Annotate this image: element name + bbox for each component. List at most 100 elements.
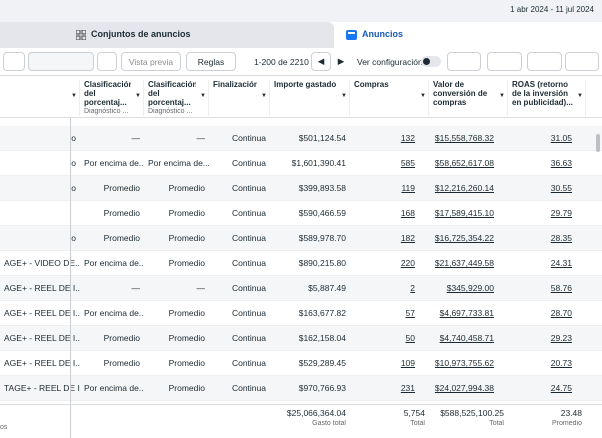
columns-button[interactable]: [447, 52, 481, 71]
column-header: Valor de conversión de compras: [429, 80, 508, 116]
table-cell: AGE+ - VIDEO DE...: [4, 258, 80, 268]
table-cell: Por encima de...: [84, 258, 144, 268]
header-title: Compras: [354, 80, 389, 89]
table-cell: Promedio: [168, 258, 205, 268]
total-caption: Gasto total: [312, 420, 346, 427]
pagination: 1-200 de 2210: [254, 57, 309, 67]
table-cell: $4,740,458.71: [439, 333, 494, 343]
table-cell: 28.35: [550, 233, 572, 243]
table-row: [0, 301, 602, 326]
column-header: Importe gastado: [270, 80, 350, 116]
table-cell: AGE+ - REEL DE I...: [4, 333, 80, 343]
header-title: ROAS (retorno de la inversión en publici…: [512, 80, 573, 107]
toggle-knob: [423, 58, 430, 65]
table-cell: Continua: [231, 158, 266, 168]
column-header: Compras: [350, 80, 429, 116]
sort-arrow: ▼: [341, 93, 347, 99]
table-cell: Promedio: [103, 208, 140, 218]
total-value: 23.48: [560, 408, 582, 418]
table-cell: Continua: [231, 183, 266, 193]
column-header: Finalización: [209, 80, 270, 116]
table-cell: 585: [400, 158, 415, 168]
scrollbar: [596, 134, 600, 152]
header-title: Clasificación del porcentaj...: [84, 80, 131, 107]
sort-arrow: ▼: [71, 93, 77, 99]
table-cell: Continua: [231, 333, 266, 343]
preview-button[interactable]: Vista previa: [121, 52, 181, 71]
icon: [346, 30, 357, 40]
table-cell: —: [131, 283, 141, 293]
table: ▼ Clasificación del porcentaj... Diagnósti…: [0, 76, 602, 438]
icon-button[interactable]: [28, 52, 94, 71]
sort-arrow: ▼: [261, 93, 267, 99]
next-button[interactable]: ▶: [331, 52, 351, 71]
table-cell: o: [71, 133, 76, 143]
table-row: [0, 226, 602, 251]
table-cell: Promedio: [103, 358, 140, 368]
icon-button[interactable]: [3, 52, 25, 71]
table-cell: 24.75: [550, 383, 572, 393]
table-cell: AGE+ - REEL DE I...: [4, 283, 80, 293]
table-row: [0, 376, 602, 401]
table-cell: $24,027,994.38: [434, 383, 494, 393]
table-cell: 58.76: [550, 283, 572, 293]
table-cell: Por encima de...: [84, 383, 144, 393]
tab-active[interactable]: Anuncios: [338, 22, 602, 48]
total-value: 5,754: [403, 408, 425, 418]
table-cell: 31.05: [550, 133, 572, 143]
table-cell: $970,766.93: [298, 383, 346, 393]
total-caption: Promedio: [552, 420, 582, 427]
table-row: [0, 326, 602, 351]
table-row: [0, 251, 602, 276]
header-subtitle: Diagnóstico ...: [148, 108, 193, 115]
header-title: Importe gastado: [274, 80, 337, 89]
table-row: [0, 151, 602, 176]
table-cell: Continua: [231, 383, 266, 393]
tab-label: Anuncios: [362, 29, 404, 39]
rules-button[interactable]: Reglas: [186, 52, 236, 71]
table-cell: 132: [400, 133, 415, 143]
toolbar: Vista previa Reglas 1-200 de 2210 ◀ ▶ Ve…: [0, 48, 602, 76]
table-cell: Continua: [231, 308, 266, 318]
table-cell: 220: [400, 258, 415, 268]
table-cell: $162,158.04: [298, 333, 346, 343]
top-bar: 1 abr 2024 - 11 jul 2024: [0, 0, 602, 22]
table-cell: Por encima de...: [84, 308, 144, 318]
table-row: [0, 126, 602, 151]
table-cell: 29.79: [550, 208, 572, 218]
breakdown-button[interactable]: [487, 52, 522, 71]
table-cell: 231: [400, 383, 415, 393]
table-cell: 28.70: [550, 308, 572, 318]
table-cell: $16,725,354.22: [434, 233, 494, 243]
reports-button[interactable]: [527, 52, 562, 71]
total-value: $588,525,100.25: [440, 408, 504, 418]
table-cell: $5,887.49: [308, 283, 346, 293]
table-cell: Promedio: [103, 333, 140, 343]
table-cell: o: [71, 158, 76, 168]
table-cell: Continua: [231, 133, 266, 143]
table-cell: $501,124.54: [298, 133, 346, 143]
table-cell: Continua: [231, 258, 266, 268]
table-cell: Continua: [231, 358, 266, 368]
table-cell: $58,652,617.08: [434, 158, 494, 168]
icon-button[interactable]: [97, 52, 117, 71]
icon: [76, 30, 86, 40]
table-cell: —: [196, 133, 206, 143]
table-cell: o: [71, 233, 76, 243]
prev-button[interactable]: ◀: [311, 52, 331, 71]
toggle[interactable]: [421, 56, 441, 67]
export-button[interactable]: [565, 52, 599, 71]
totals-label: os: [0, 424, 8, 431]
table-cell: $15,558,768.32: [434, 133, 494, 143]
table-cell: $4,697,733.81: [439, 308, 494, 318]
tab[interactable]: Conjuntos de anuncios: [0, 22, 334, 48]
table-cell: $590,466.59: [298, 208, 346, 218]
table-cell: $589,978.70: [298, 233, 346, 243]
date-range[interactable]: 1 abr 2024 - 11 jul 2024: [510, 5, 594, 14]
table-cell: Continua: [231, 283, 266, 293]
table-cell: [0, 201, 80, 226]
table-cell: —: [196, 283, 206, 293]
table-cell: 29.23: [550, 333, 572, 343]
sort-arrow: ▼: [577, 93, 583, 99]
